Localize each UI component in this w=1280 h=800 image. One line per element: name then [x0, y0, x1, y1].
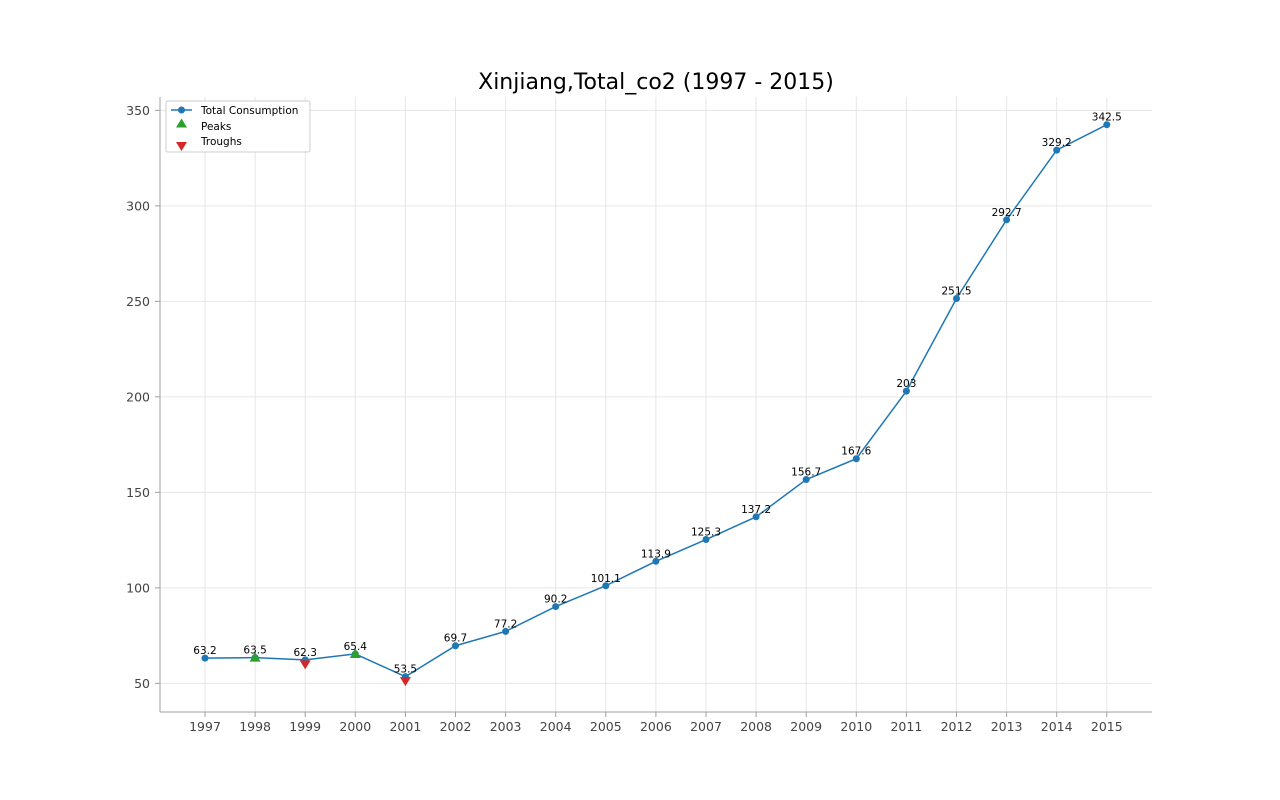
data-point	[1053, 146, 1061, 154]
data-labels: 63.2 63.5 62.3 65.4 53.5 69.7 77.2 90.2 101.1 113…	[193, 112, 1122, 676]
x-tick-label: 1997	[189, 719, 221, 734]
y-tick-label: 250	[126, 294, 150, 309]
x-tick-label: 2005	[590, 719, 622, 734]
x-tick-label: 2002	[440, 719, 472, 734]
data-label: 203	[896, 378, 916, 390]
x-tick-label: 2009	[790, 719, 822, 734]
x-tick-label: 2014	[1041, 719, 1073, 734]
x-tick-label: 2000	[339, 719, 371, 734]
data-point	[552, 603, 560, 611]
peak-marker	[349, 648, 361, 658]
x-tick-label: 2010	[840, 719, 872, 734]
peak-marker	[249, 652, 261, 662]
data-point	[702, 536, 710, 544]
legend-label-peaks: Peaks	[201, 121, 231, 133]
legend-label-total-consumption: Total Consumption	[200, 105, 298, 117]
data-point	[752, 513, 760, 521]
data-point	[902, 387, 910, 395]
data-label: 53.5	[394, 664, 417, 676]
y-tick-label: 200	[126, 389, 150, 404]
axes: 1997 1998 1999 2000 2001 2002 2003 2004 2005 2006…	[126, 97, 1152, 734]
x-tick-label: 2001	[389, 719, 421, 734]
x-tick-label: 2013	[991, 719, 1023, 734]
y-tick-label: 350	[126, 103, 150, 118]
data-label: 292.7	[992, 207, 1022, 219]
y-tick-label: 50	[134, 676, 150, 691]
peak-trough-markers	[249, 648, 411, 687]
data-label: 167.6	[841, 446, 871, 458]
x-tick-label: 1999	[289, 719, 321, 734]
trough-marker	[299, 660, 311, 670]
data-point	[1003, 216, 1011, 224]
grid	[160, 97, 1152, 712]
data-point	[201, 654, 209, 662]
data-label: 329.2	[1042, 137, 1072, 149]
chart-title: Xinjiang,Total_co2 (1997 - 2015)	[478, 70, 834, 95]
x-tick-label: 2007	[690, 719, 722, 734]
data-label: 137.2	[741, 504, 771, 516]
data-point	[452, 642, 459, 650]
trough-marker	[399, 677, 411, 687]
legend-marker-troughs	[176, 142, 187, 151]
x-tick-label: 2006	[640, 719, 672, 734]
data-label: 65.4	[344, 641, 368, 653]
x-tick-label: 2008	[740, 719, 772, 734]
legend-label-troughs: Troughs	[200, 136, 242, 148]
y-tick-label: 150	[126, 485, 150, 500]
x-tick-label: 2004	[540, 719, 572, 734]
x-tick-label: 1998	[239, 719, 271, 734]
data-label: 251.5	[941, 285, 971, 297]
data-label: 90.2	[544, 594, 567, 606]
data-label: 63.2	[193, 645, 216, 657]
x-tick-label: 2012	[941, 719, 973, 734]
x-tick-label: 2011	[890, 719, 922, 734]
data-point	[652, 557, 660, 565]
x-tick-label: 2003	[490, 719, 522, 734]
data-label: 77.2	[494, 618, 517, 630]
y-tick-label: 100	[126, 580, 150, 595]
y-tick-label: 300	[126, 198, 150, 213]
data-label: 156.7	[791, 467, 821, 479]
data-label: 62.3	[294, 647, 317, 659]
legend-marker-peaks	[176, 118, 187, 128]
data-point	[852, 455, 860, 463]
x-tick-label: 2015	[1091, 719, 1123, 734]
legend-frame	[165, 100, 311, 153]
data-label: 101.1	[591, 573, 621, 585]
data-label: 63.5	[243, 645, 266, 657]
data-point	[502, 627, 510, 635]
data-point	[1103, 121, 1111, 129]
data-point	[602, 582, 610, 590]
data-label: 125.3	[691, 527, 721, 539]
legend: Total Consumption Peaks Troughs	[165, 100, 311, 153]
data-label: 113.9	[641, 548, 671, 560]
legend-marker-total-consumption	[178, 106, 185, 114]
data-point	[953, 294, 960, 302]
data-label: 69.7	[444, 633, 467, 645]
data-label: 342.5	[1092, 112, 1122, 124]
data-point	[802, 476, 810, 484]
